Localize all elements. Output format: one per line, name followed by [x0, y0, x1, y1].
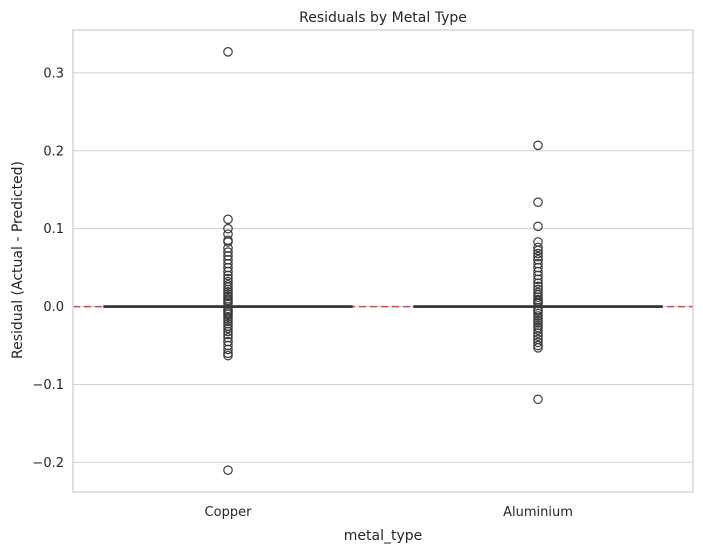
- outlier-point: [533, 325, 543, 335]
- outlier-point: [533, 311, 543, 321]
- outlier-point: [223, 289, 233, 299]
- outlier-point: [223, 336, 233, 347]
- outlier-point: [533, 266, 543, 277]
- outlier-point: [223, 329, 233, 340]
- outlier-point: [533, 278, 543, 289]
- outlier-point: [223, 276, 233, 287]
- outlier-point: [223, 465, 233, 475]
- outlier-point: [223, 291, 233, 302]
- outlier-point: [533, 343, 543, 353]
- outlier-point: [533, 306, 543, 317]
- outlier-point: [223, 323, 233, 334]
- outlier-point: [533, 197, 543, 207]
- outlier-point: [223, 243, 233, 253]
- outlier-point: [533, 331, 543, 341]
- outlier-point: [223, 314, 233, 324]
- outlier-point: [223, 316, 233, 327]
- outlier-point: [223, 262, 233, 273]
- outlier-point: [223, 47, 233, 57]
- outlier-point: [533, 284, 543, 295]
- outlier-point: [533, 274, 543, 285]
- outlier-point: [533, 262, 543, 273]
- outlier-point: [223, 311, 233, 322]
- outlier-point: [223, 237, 233, 247]
- outlier-point: [223, 266, 233, 277]
- y-tick-label: −0.1: [32, 378, 64, 393]
- y-grid-lines: [73, 72, 693, 463]
- outlier-point: [223, 279, 233, 290]
- outlier-point: [533, 308, 543, 319]
- outlier-point: [533, 270, 543, 281]
- y-axis-label: Residual (Actual - Predicted): [10, 161, 26, 359]
- outlier-point: [223, 223, 233, 234]
- outlier-point: [533, 221, 543, 232]
- outlier-point: [533, 140, 543, 151]
- outlier-point: [533, 313, 543, 324]
- outlier-point: [533, 255, 543, 265]
- outlier-point: [533, 394, 543, 405]
- outlier-point: [223, 251, 233, 261]
- outlier-point: [223, 282, 233, 292]
- x-axis-label: metal_type: [344, 528, 422, 544]
- y-tick-label: 0.3: [43, 66, 64, 81]
- outlier-point: [223, 318, 233, 329]
- y-tick-label: 0.0: [43, 300, 64, 315]
- outlier-point: [223, 344, 233, 355]
- y-tick-labels: −0.2 −0.1 0.0 0.1 0.2 0.3: [32, 66, 64, 471]
- outlier-point: [533, 298, 543, 309]
- outlier-point: [223, 284, 233, 295]
- outlier-point: [223, 258, 233, 269]
- outlier-point: [533, 245, 543, 256]
- x-tick-label: Aluminium: [503, 505, 573, 520]
- outlier-point: [533, 315, 543, 326]
- plot-frame: [72, 29, 694, 493]
- outlier-point: [223, 270, 233, 281]
- box-aluminium: [413, 140, 663, 405]
- outlier-point: [533, 328, 543, 338]
- outlier-point: [223, 298, 233, 309]
- outlier-point: [223, 229, 233, 239]
- y-tick-label: 0.1: [43, 222, 64, 237]
- outlier-point: [533, 337, 543, 348]
- outlier-point: [533, 248, 543, 259]
- outlier-point: [533, 251, 543, 262]
- outlier-point: [223, 255, 233, 265]
- outlier-point: [223, 309, 233, 320]
- outlier-point: [533, 320, 543, 331]
- x-tick-label: Copper: [205, 505, 253, 520]
- outlier-point: [223, 350, 233, 361]
- chart-title: Residuals by Metal Type: [299, 10, 467, 26]
- outlier-point: [223, 247, 233, 257]
- outlier-point: [533, 292, 543, 303]
- outlier-point: [533, 258, 543, 269]
- x-tick-labels: Copper Aluminium: [205, 505, 573, 520]
- outlier-point: [223, 326, 233, 337]
- box-copper: [103, 47, 353, 475]
- outlier-point: [533, 242, 543, 253]
- y-tick-label: 0.2: [43, 144, 64, 159]
- outlier-point: [223, 332, 233, 343]
- outlier-point: [533, 318, 543, 328]
- outlier-point: [223, 348, 233, 359]
- box-series: [103, 47, 663, 475]
- y-tick-label: −0.2: [32, 456, 64, 471]
- outlier-point: [533, 340, 543, 351]
- outlier-point: [223, 340, 233, 351]
- outlier-point: [223, 214, 233, 225]
